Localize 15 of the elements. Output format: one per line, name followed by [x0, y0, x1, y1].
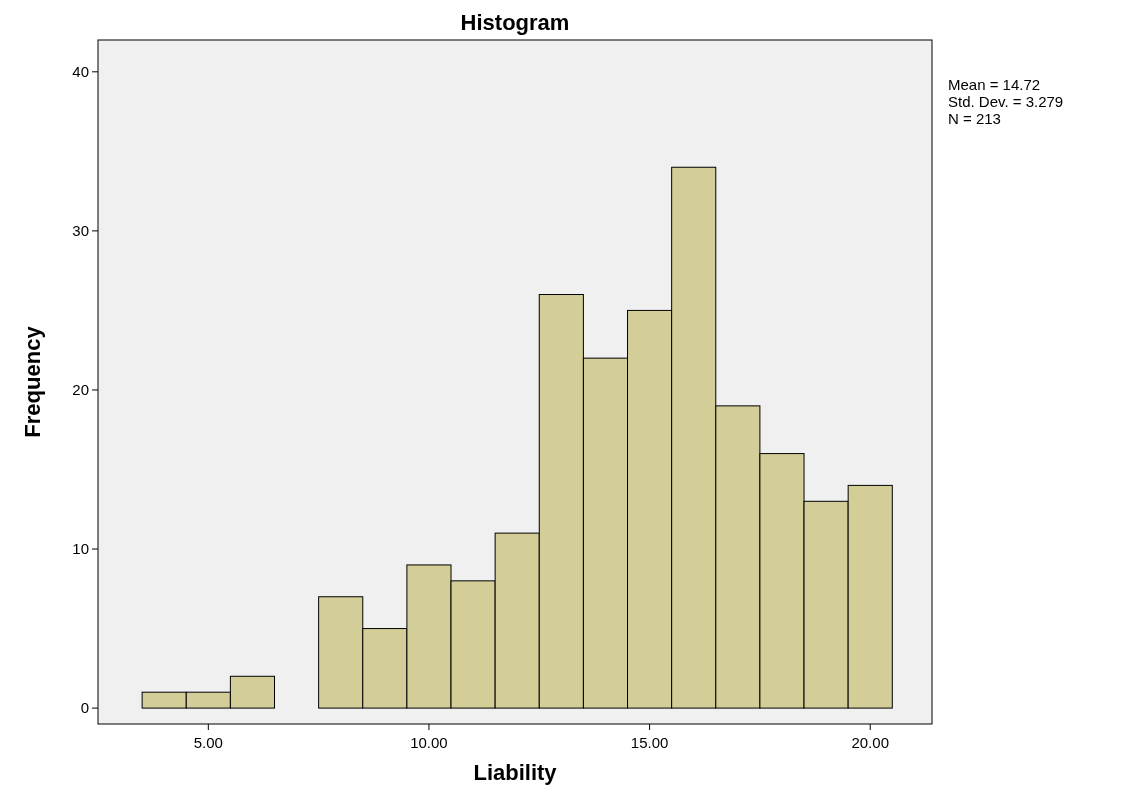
- y-tick-label: 0: [80, 699, 89, 717]
- y-axis-title: Frequency: [20, 325, 45, 438]
- x-axis-title: Liability: [473, 760, 558, 785]
- x-tick-label: 15.00: [630, 734, 669, 751]
- y-tick-label: 10: [72, 540, 89, 558]
- y-tick-label: 30: [72, 222, 89, 240]
- text: Std. Dev. = 3.279: [948, 93, 1064, 110]
- text: Mean = 14.72: [948, 76, 1041, 93]
- x-tick-label: 20.00: [851, 734, 889, 751]
- text: N = 213: [948, 110, 1001, 127]
- y-tick-label: 40: [72, 63, 89, 81]
- chart-title: Histogram: [460, 10, 570, 35]
- x-tick-label: 5.00: [193, 734, 223, 751]
- x-tick-label: 10.00: [410, 734, 448, 751]
- y-tick-label: 20: [72, 381, 89, 399]
